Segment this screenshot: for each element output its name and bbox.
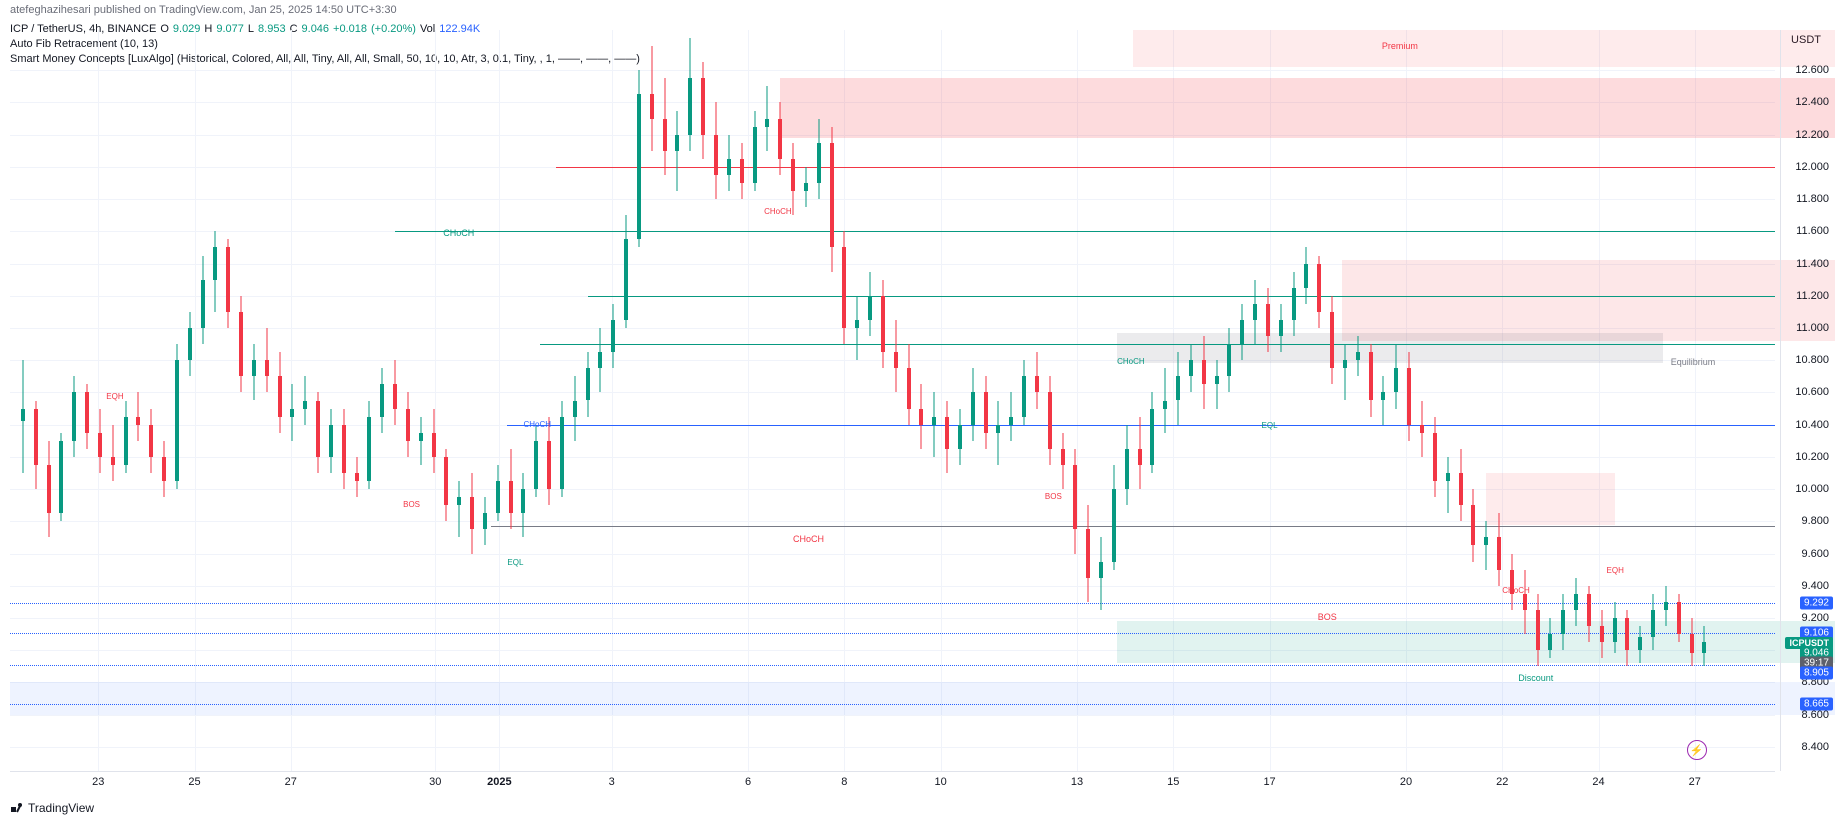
chart-canvas[interactable]: Premium Equilibrium Discount CHoCH CHoCH CHoC… [10, 30, 1775, 771]
y-tick: 8.400 [1801, 741, 1829, 753]
y-tick: 9.800 [1801, 515, 1829, 527]
zone [1486, 473, 1614, 525]
hline [540, 344, 1776, 345]
x-tick: 20 [1400, 776, 1412, 788]
x-tick: 27 [1689, 776, 1701, 788]
y-tick: 10.400 [1795, 419, 1829, 431]
chart-label: CHoCH [523, 420, 551, 429]
x-tick: 25 [188, 776, 200, 788]
y-tick: 11.800 [1796, 193, 1829, 205]
hline [491, 526, 1775, 527]
y-tick: 11.200 [1796, 290, 1829, 302]
x-tick: 30 [429, 776, 441, 788]
dotted-line [10, 665, 1775, 666]
hline [507, 425, 1775, 426]
chart-label: BOS [1318, 612, 1337, 622]
zone [1117, 621, 1835, 663]
hline [588, 296, 1775, 297]
chart-label: EQL [507, 558, 523, 567]
chart-label: CHoCH [1117, 357, 1145, 366]
x-tick: 6 [745, 776, 751, 788]
chart-label: EQH [1607, 566, 1624, 575]
x-tick: 27 [285, 776, 297, 788]
x-tick: 8 [841, 776, 847, 788]
x-tick: 2025 [487, 776, 511, 788]
y-tick: 10.200 [1795, 451, 1829, 463]
zone [10, 682, 1835, 714]
chart-label: Equilibrium [1671, 357, 1716, 367]
zone [1342, 260, 1835, 341]
chart-label: CHoCH [443, 228, 474, 238]
chart-label: CHoCH [793, 534, 824, 544]
y-tick: 11.400 [1796, 258, 1829, 270]
x-tick: 13 [1071, 776, 1083, 788]
x-tick: 22 [1496, 776, 1508, 788]
y-tick: 9.200 [1801, 612, 1829, 624]
watermark-text: TradingView [28, 801, 94, 815]
y-tick: 12.000 [1795, 161, 1829, 173]
x-tick: 10 [935, 776, 947, 788]
publish-header: atefeghazihesari published on TradingVie… [0, 0, 1835, 20]
chart-label: Discount [1518, 673, 1553, 683]
lightning-icon[interactable]: ⚡ [1687, 740, 1707, 760]
hline [556, 167, 1775, 168]
chart-label: Premium [1382, 41, 1418, 51]
chart-label: EQL [1262, 421, 1278, 430]
chart-label: CHoCH [764, 207, 792, 216]
publisher-text: atefeghazihesari published on TradingVie… [10, 4, 397, 16]
chart-label: EQH [106, 392, 123, 401]
x-tick: 24 [1592, 776, 1604, 788]
y-tick: 9.400 [1801, 580, 1829, 592]
zone [780, 78, 1835, 138]
y-tick: 12.200 [1795, 129, 1829, 141]
dotted-line [10, 603, 1775, 604]
tradingview-logo: TradingView [10, 801, 94, 815]
y-tick: 11.600 [1796, 225, 1829, 237]
x-tick: 23 [92, 776, 104, 788]
hline [395, 231, 1775, 232]
x-tick: 17 [1263, 776, 1275, 788]
dotted-line [10, 704, 1775, 705]
chart-label: BOS [1045, 492, 1062, 501]
y-tick: 10.800 [1795, 354, 1829, 366]
y-tick: 10.000 [1795, 483, 1829, 495]
dotted-line [10, 633, 1775, 634]
x-tick: 3 [609, 776, 615, 788]
price-label: 9.292 [1800, 597, 1833, 610]
y-tick: 10.600 [1795, 386, 1829, 398]
y-tick: 9.600 [1801, 548, 1829, 560]
zone [1117, 333, 1663, 364]
zone [1133, 30, 1835, 67]
chart-label: CHoCH [1502, 586, 1530, 595]
x-axis[interactable]: 23 25 27 30 2025 3 6 8 10 13 15 17 20 22 24 27 [10, 771, 1775, 791]
price-label: 8.905 [1800, 666, 1833, 679]
y-tick: 12.400 [1795, 96, 1829, 108]
price-label: 8.665 [1800, 698, 1833, 711]
x-tick: 15 [1167, 776, 1179, 788]
y-axis[interactable]: 8.4008.6008.8009.0009.2009.4009.6009.800… [1780, 30, 1835, 771]
chart-label: BOS [403, 500, 420, 509]
y-tick: 11.000 [1796, 322, 1829, 334]
y-tick: 12.600 [1795, 64, 1829, 76]
